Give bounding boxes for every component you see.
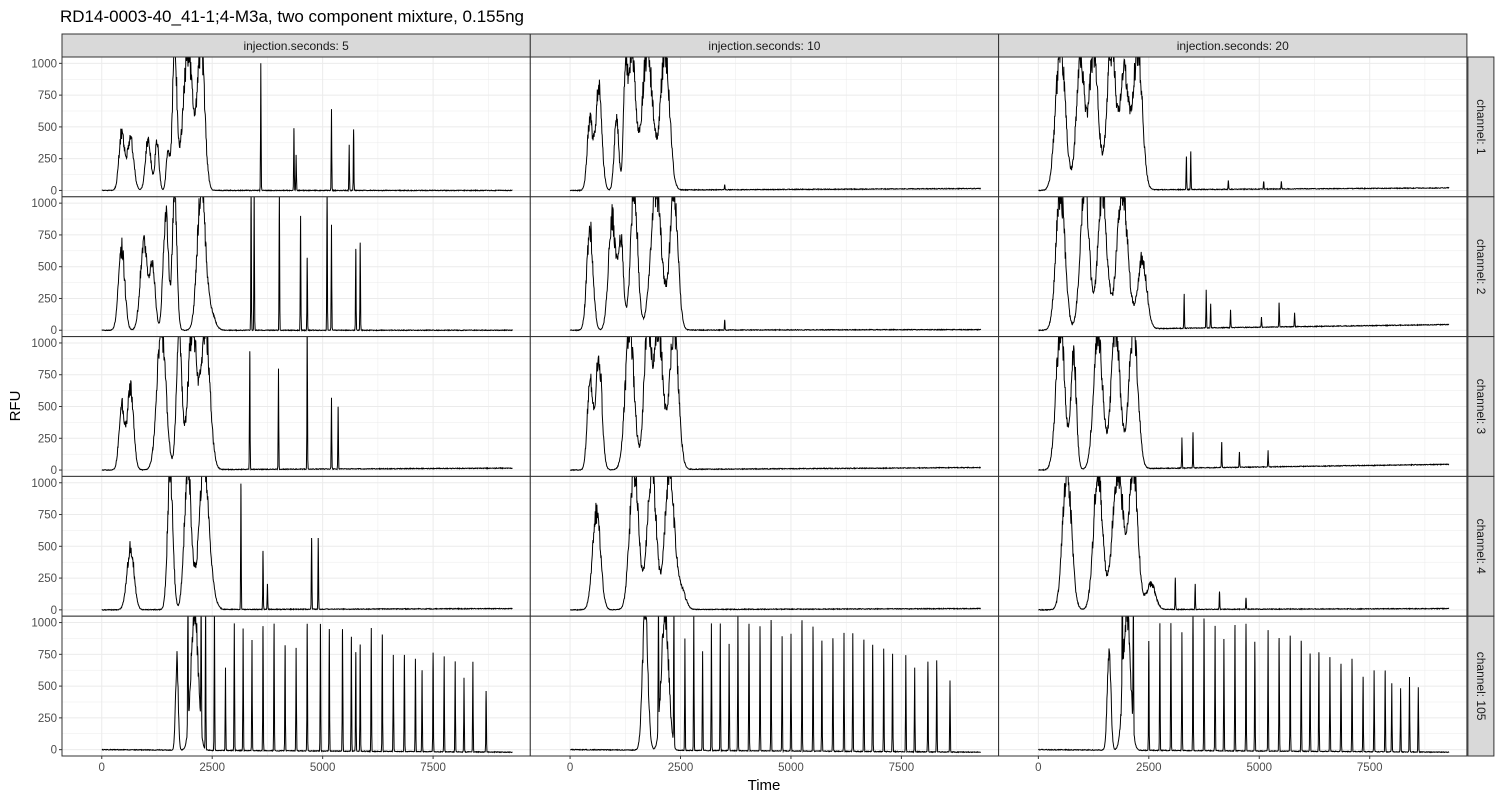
y-tick-label: 0	[51, 605, 57, 617]
facet-strip-row-label: channel: 3	[1474, 379, 1488, 435]
series-line	[1038, 57, 1450, 192]
panel-border	[998, 615, 1468, 757]
y-tick-label: 750	[38, 649, 57, 661]
x-tick-label: 7500	[420, 762, 446, 774]
series-line	[101, 57, 513, 193]
facet-strip-column-label: injection.seconds: 5	[243, 39, 349, 53]
facet-strip-row	[1467, 336, 1495, 477]
facet-panel: 0 250 500 750 1000	[31, 475, 531, 617]
y-tick-label: 1000	[31, 338, 57, 350]
y-tick-label: 250	[38, 713, 57, 725]
y-tick-label: 500	[38, 262, 57, 274]
facet-panel	[529, 336, 1000, 477]
facet-panel	[529, 56, 1000, 198]
facet-strip-row-label: channel: 1	[1474, 99, 1488, 155]
facet-panels: 0250500750100002505007501000025050075010…	[31, 33, 1495, 774]
x-tick-label: 2500	[1136, 762, 1162, 774]
x-tick-label: 7500	[1357, 762, 1383, 774]
y-tick-label: 750	[38, 90, 57, 102]
y-tick-label: 750	[38, 370, 57, 382]
series-line	[569, 196, 982, 332]
y-tick-label: 1000	[31, 198, 57, 210]
x-tick-label: 5000	[1246, 762, 1272, 774]
x-tick-label: 0	[1035, 762, 1041, 774]
y-tick-label: 500	[38, 681, 57, 693]
y-tick-label: 1000	[31, 478, 57, 490]
series-line	[101, 336, 513, 472]
series-line	[101, 476, 513, 612]
y-tick-label: 750	[38, 510, 57, 522]
facet-panel: 0 250 500 750 1000 0 2500 5000 7500	[31, 615, 531, 774]
facet-panel	[529, 196, 1000, 338]
series-line	[570, 476, 981, 612]
facet-strip-column-label: injection.seconds: 10	[708, 39, 820, 53]
series-line	[1038, 196, 1450, 332]
facet-strip-column	[998, 33, 1468, 58]
y-tick-label: 0	[51, 745, 57, 757]
y-tick-label: 1000	[31, 618, 57, 630]
facet-panel	[998, 196, 1468, 338]
series-line	[101, 616, 513, 754]
y-tick-label: 0	[51, 465, 57, 477]
facet-panel: 0 250 500 750 1000	[31, 336, 531, 477]
series-line	[569, 57, 982, 192]
y-tick-label: 500	[38, 541, 57, 553]
x-tick-label: 5000	[310, 762, 336, 774]
y-tick-label: 250	[38, 154, 57, 166]
facet-panel: 0 250 500 750 1000	[31, 56, 531, 197]
series-line	[101, 196, 513, 332]
facet-strip-row	[1467, 615, 1495, 757]
x-tick-label: 7500	[889, 762, 915, 774]
facet-panel: 0 2500 5000 7500	[998, 615, 1468, 774]
series-line	[1038, 336, 1450, 472]
facet-panel	[998, 56, 1468, 198]
y-tick-label: 750	[38, 230, 57, 242]
y-tick-label: 250	[38, 293, 57, 305]
y-tick-label: 0	[51, 325, 57, 337]
y-tick-label: 250	[38, 573, 57, 585]
series-line	[569, 336, 981, 472]
x-axis-title: Time	[748, 777, 781, 794]
facet-strip-row-label: channel: 4	[1474, 519, 1488, 575]
chart-title: RD14-0003-40_41-1;4-M3a, two component m…	[60, 7, 524, 26]
facet-strip-row	[1467, 475, 1495, 617]
facet-panel: 0 250 500 750 1000	[31, 196, 531, 337]
y-axis-title: RFU	[7, 391, 24, 422]
y-tick-label: 1000	[31, 58, 57, 70]
facet-panel	[998, 336, 1468, 477]
facet-strip-row	[1467, 196, 1495, 338]
facet-strip-row-label: channel: 2	[1474, 239, 1488, 295]
x-tick-label: 2500	[668, 762, 694, 774]
y-tick-label: 0	[51, 185, 57, 197]
facet-strip-column-label: injection.seconds: 20	[1177, 39, 1289, 53]
series-line	[1038, 476, 1450, 612]
y-tick-label: 500	[38, 122, 57, 134]
series-line	[569, 616, 981, 754]
y-tick-label: 250	[38, 433, 57, 445]
x-tick-label: 5000	[778, 762, 804, 774]
x-tick-label: 2500	[199, 762, 225, 774]
facet-strip-row	[1467, 56, 1495, 198]
y-tick-label: 500	[38, 402, 57, 414]
facet-strip-row-label: channel: 105	[1474, 652, 1488, 721]
series-line	[1037, 616, 1450, 754]
x-tick-label: 0	[567, 762, 573, 774]
facet-panel: 0 2500 5000 7500	[529, 615, 1000, 774]
x-tick-label: 0	[99, 762, 105, 774]
facet-panel	[998, 475, 1468, 617]
facet-panel	[529, 475, 1000, 617]
